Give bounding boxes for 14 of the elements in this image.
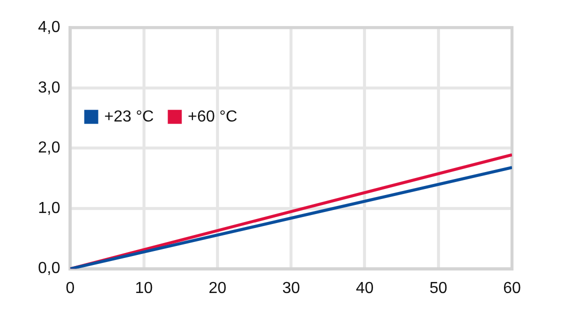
y-tick-label: 2,0 <box>38 140 60 157</box>
x-tick-label: 30 <box>282 280 300 297</box>
legend-label: +60 °C <box>188 108 238 126</box>
x-tick-label: 40 <box>356 280 374 297</box>
y-tick-label: 1,0 <box>38 200 60 217</box>
x-tick-label: 20 <box>208 280 226 297</box>
y-tick-label: 0,0 <box>38 260 60 278</box>
y-tick-label: 4,0 <box>38 19 60 36</box>
x-tick-label: 0 <box>66 280 75 297</box>
x-tick-label: 60 <box>503 280 521 297</box>
x-tick-label: 10 <box>134 280 153 297</box>
y-tick-label: 3,0 <box>38 79 60 96</box>
x-tick-label: 50 <box>429 280 448 297</box>
legend-label: +23 °C <box>104 108 154 126</box>
